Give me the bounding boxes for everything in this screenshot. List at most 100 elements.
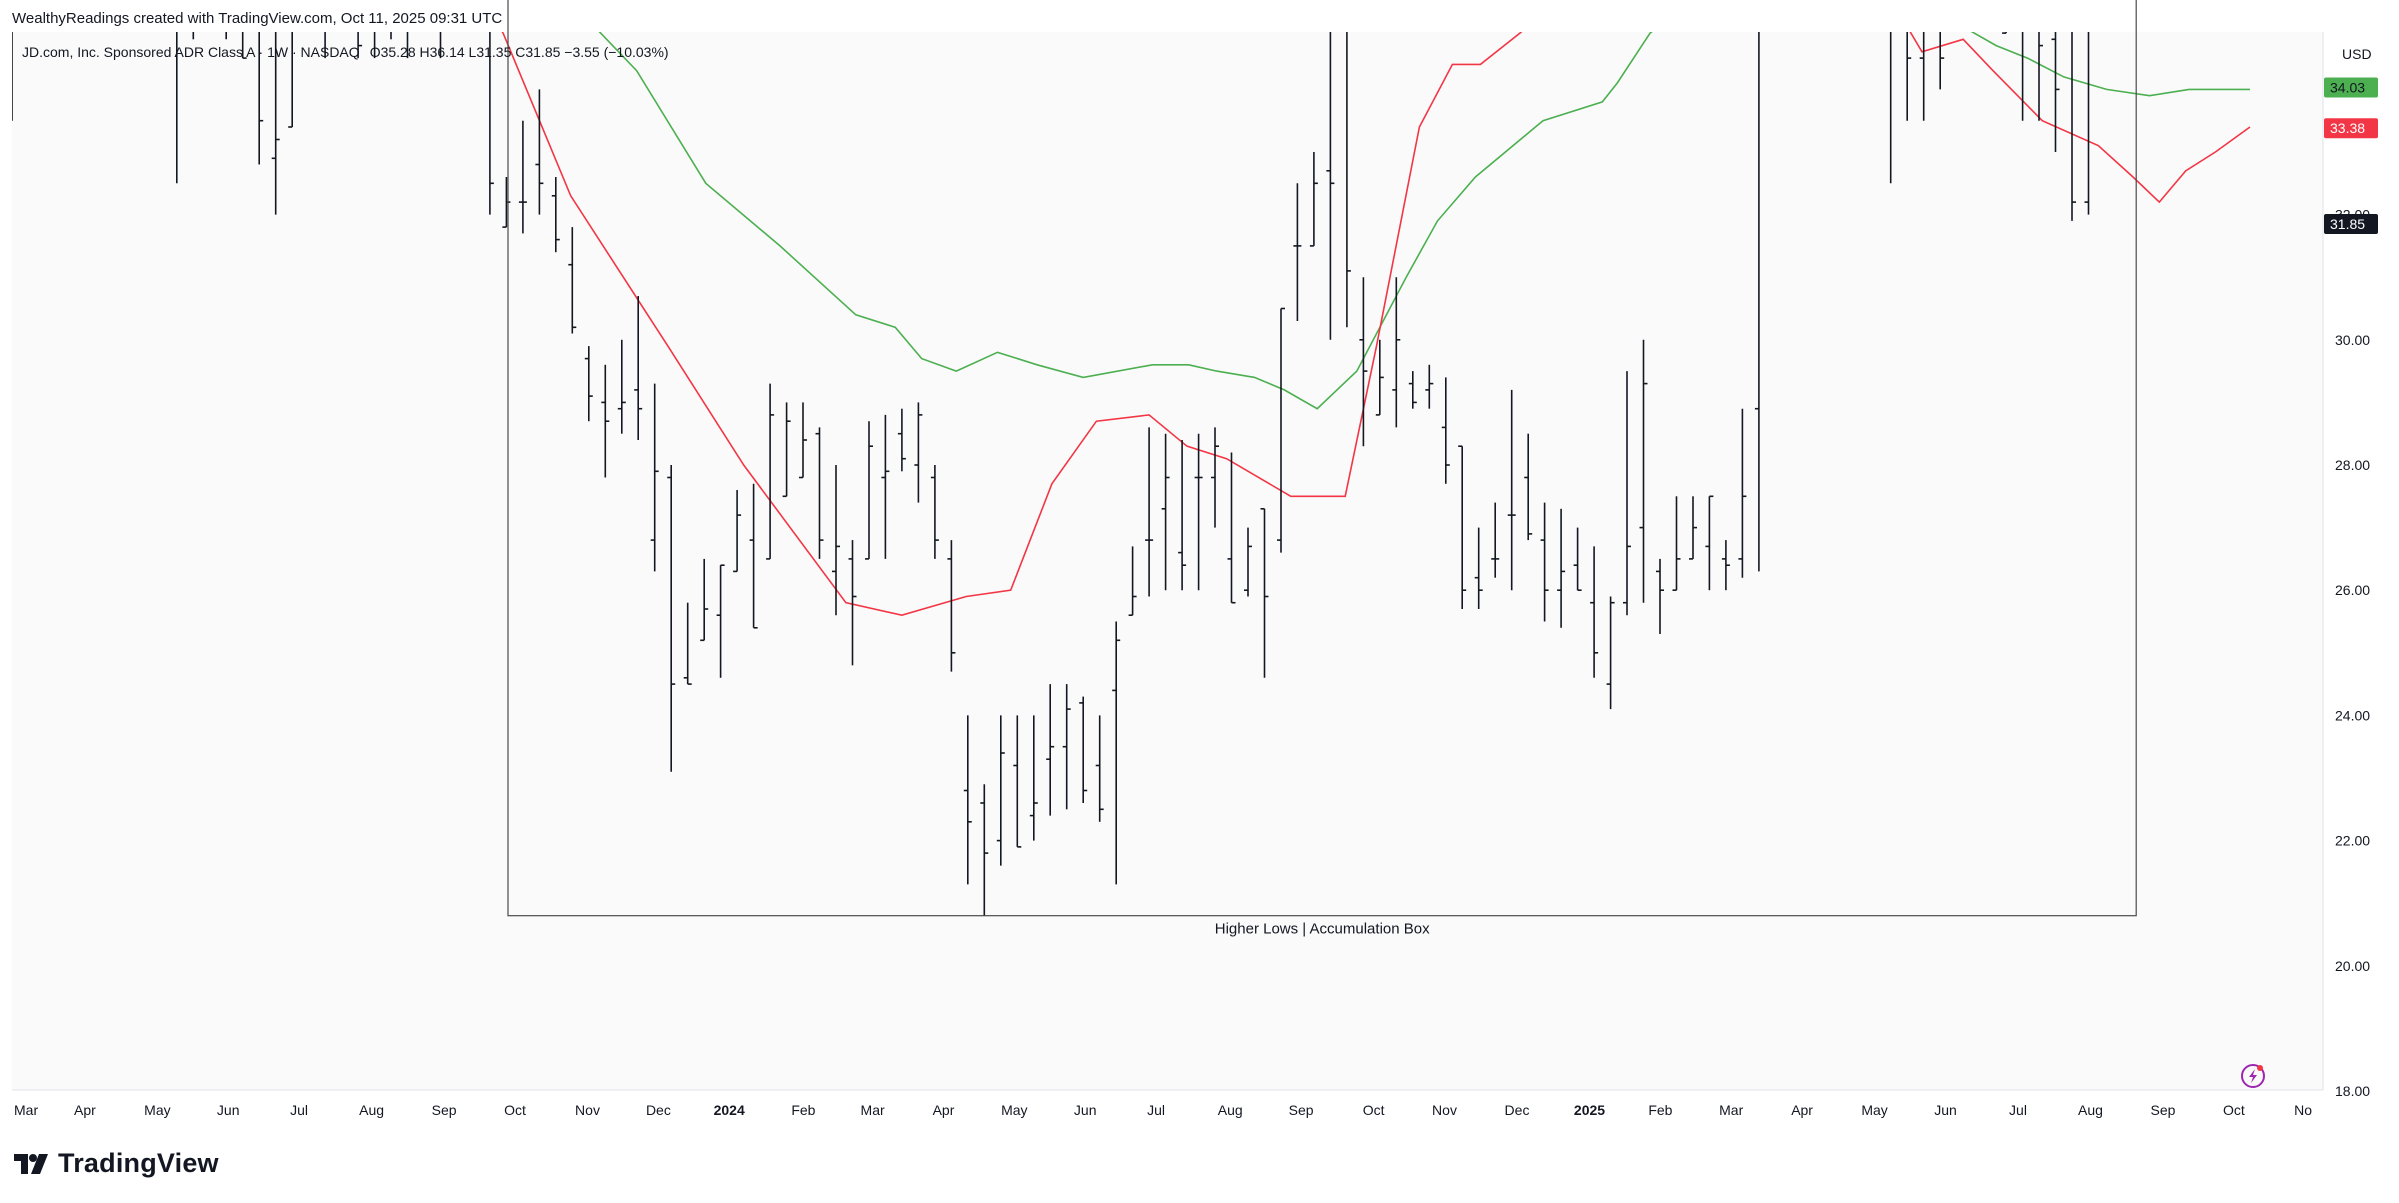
ohlc-bar — [1326, 32, 1335, 340]
accumulation-box[interactable]: Higher Lows | Accumulation Box — [507, 0, 2137, 938]
ohlc-bar — [469, 0, 477, 8]
ohlc-bar — [996, 715, 1005, 866]
ohlc-bar — [1606, 596, 1615, 710]
ohlc-bar — [1507, 389, 1516, 591]
ohlc-bar — [2002, 32, 2007, 34]
ohlc-bar — [634, 296, 643, 440]
tradingview-brand[interactable]: TradingView — [14, 1148, 219, 1179]
ohlc-bar — [1046, 684, 1055, 816]
ohlc-bar — [1346, 32, 1351, 328]
ohlc-bar — [782, 402, 791, 498]
ohlc-bar — [1178, 440, 1187, 591]
ohlc-bar — [601, 364, 610, 478]
ohlc-bar — [1969, 0, 1977, 27]
ohlc-bar — [241, 32, 247, 59]
ohlc-bar — [1013, 715, 1022, 848]
ohlc-bar — [535, 89, 544, 215]
svg-text:31.85: 31.85 — [2330, 216, 2365, 232]
x-tick-label: Sep — [432, 1102, 457, 1118]
chart-legend-ohlc: O35.28 H36.14 L31.35 C31.85 −3.55 (−10.0… — [370, 44, 669, 60]
accumulation-box-rect[interactable] — [507, 0, 2137, 917]
ohlc-bar — [551, 177, 560, 253]
accumulation-box-label: Higher Lows | Accumulation Box — [1215, 921, 1430, 938]
ohlc-bars — [12, 0, 2389, 916]
ohlc-bar — [1375, 339, 1384, 416]
ohlc-bar — [865, 421, 873, 560]
ohlc-bar — [2381, 0, 2389, 246]
x-tick-label: Jun — [217, 1102, 240, 1118]
svg-text:34.03: 34.03 — [2330, 80, 2365, 96]
x-tick-label: Aug — [359, 1102, 384, 1118]
ohlc-bar — [1491, 502, 1500, 578]
ohlc-bar — [832, 465, 840, 616]
ohlc-bar — [1754, 32, 1760, 572]
ohlc-bar — [1293, 183, 1302, 321]
chart-legend-symbol[interactable]: JD.com, Inc. Sponsored ADR Class A · 1W … — [22, 44, 360, 60]
x-tick-label: Sep — [2151, 1102, 2176, 1118]
time-axis[interactable]: Mar Apr May Jun Jul Aug Sep Oct Nov Dec 2024 Feb Mar… — [14, 1102, 2312, 1118]
ohlc-bar — [1557, 508, 1566, 628]
ohlc-bar — [667, 465, 676, 772]
ohlc-bar — [1277, 307, 1285, 553]
ohlc-bar — [1919, 32, 1925, 121]
ohlc-bar — [2071, 32, 2076, 221]
ohlc-bar — [815, 427, 824, 559]
x-tick-label: Jun — [1074, 1102, 1097, 1118]
ohlc-bar — [848, 540, 857, 666]
ohlc-bar — [617, 339, 626, 434]
ohlc-bar — [963, 715, 972, 885]
ohlc-bar — [489, 32, 494, 215]
x-tick-label: Mar — [861, 1102, 885, 1118]
ohlc-bar — [176, 32, 178, 184]
ohlc-bar — [518, 120, 527, 234]
x-tick-label: Oct — [2223, 1102, 2245, 1118]
ohlc-bar — [373, 32, 376, 59]
ohlc-bar — [897, 408, 906, 472]
y-tick-label: 20.00 — [2335, 958, 2370, 974]
ohlc-bar — [1145, 427, 1154, 597]
ohlc-bar — [799, 402, 807, 479]
x-tick-label: Mar — [1719, 1102, 1743, 1118]
x-tick-label: Feb — [1648, 1102, 1672, 1118]
ohlc-bar — [2365, 0, 2373, 196]
ohlc-bar — [733, 490, 742, 573]
ohlc-bar — [1079, 696, 1088, 803]
tradingview-wordmark: TradingView — [58, 1148, 219, 1178]
x-tick-label: Oct — [1363, 1102, 1385, 1118]
y-tick-label: 18.00 — [2335, 1083, 2370, 1099]
chart-pane[interactable] — [12, 32, 2323, 1090]
ohlc-bar — [1161, 433, 1170, 591]
ohlc-bar — [1474, 527, 1483, 609]
ohlc-bar — [1112, 621, 1121, 885]
ohlc-bar — [258, 32, 264, 165]
ohlc-bar — [1128, 546, 1137, 617]
x-tick-label: 2025 — [1574, 1102, 1605, 1118]
currency-label[interactable]: USD — [2342, 46, 2372, 62]
ohlc-bar — [749, 483, 758, 629]
x-tick-label: Jul — [290, 1102, 308, 1118]
ohlc-bar — [2084, 32, 2090, 215]
ohlc-bar — [1906, 32, 1912, 121]
x-tick-label: Sep — [1289, 1102, 1314, 1118]
x-tick-label: May — [144, 1102, 170, 1118]
ohlc-bar — [1244, 527, 1252, 597]
ohlc-bar — [650, 383, 659, 572]
lightning-icon[interactable] — [2241, 1064, 2265, 1088]
ohlc-bar — [914, 402, 923, 503]
ema-fast-line — [501, 32, 2251, 617]
x-tick-label: Oct — [504, 1102, 526, 1118]
price-label: 34.03 — [2324, 77, 2378, 98]
x-tick-label: Aug — [2078, 1102, 2103, 1118]
ohlc-bar — [288, 32, 294, 128]
ohlc-bar — [980, 784, 989, 916]
svg-text:33.38: 33.38 — [2330, 120, 2365, 136]
x-tick-label: Feb — [791, 1102, 815, 1118]
price-axis[interactable]: 18.0020.0022.0024.0026.0028.0030.0032.00… — [2335, 0, 2370, 1099]
x-tick-label: May — [1861, 1102, 1887, 1118]
ohlc-bar — [1227, 452, 1236, 604]
x-tick-label: Jul — [2009, 1102, 2027, 1118]
ohlc-bar — [2332, 0, 2340, 27]
ohlc-bar — [271, 32, 280, 215]
